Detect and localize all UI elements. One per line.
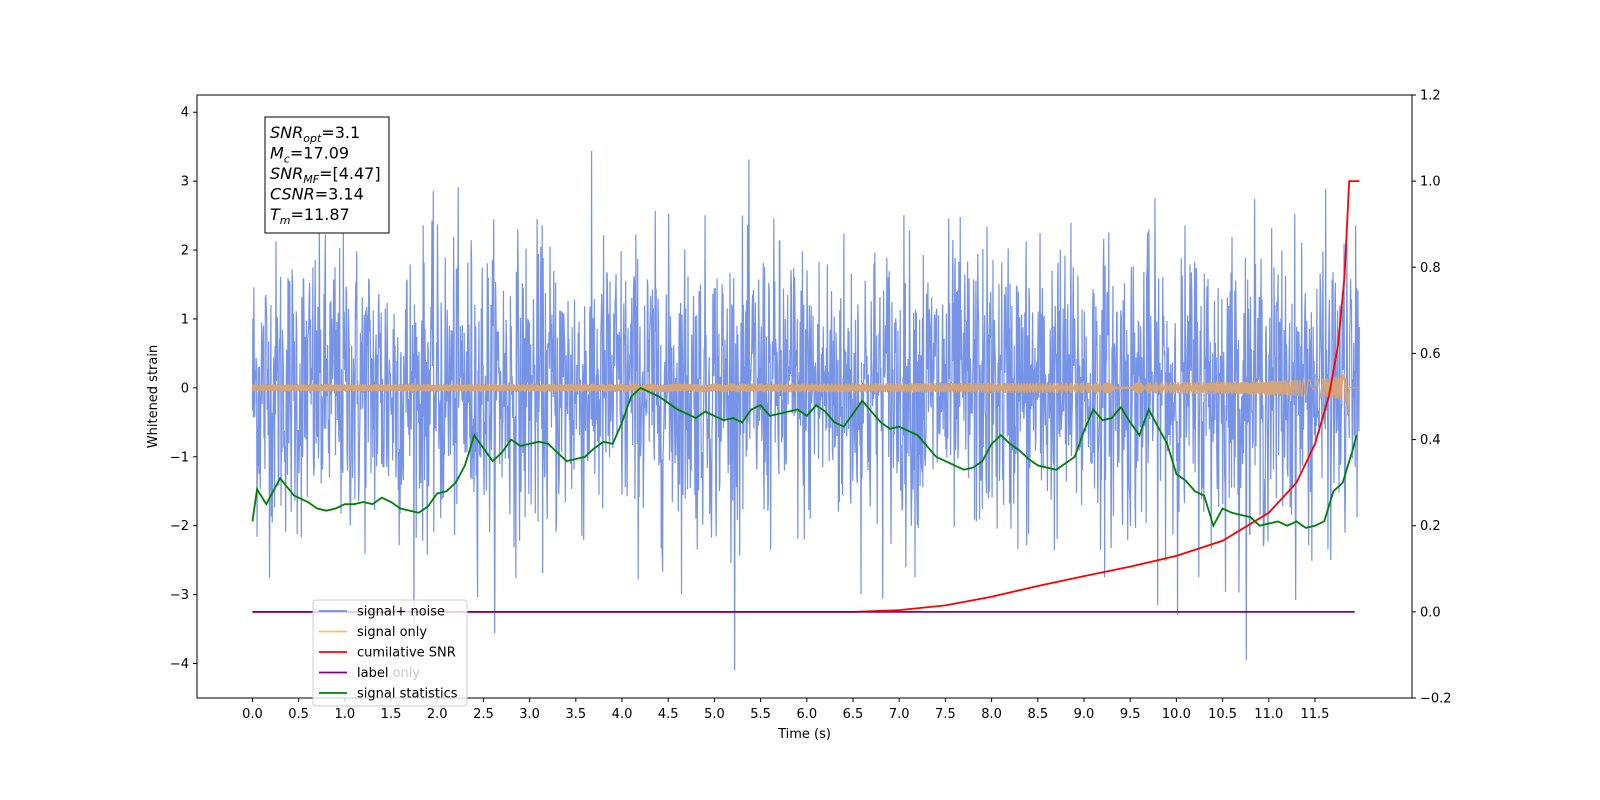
x-tick-label: 6.5 <box>843 707 864 722</box>
x-tick-label: 2.0 <box>427 707 448 722</box>
legend-label: signal statistics <box>357 687 458 702</box>
annotation-line: CSNR=3.14 <box>270 185 364 204</box>
x-tick-label: 5.0 <box>704 707 725 722</box>
annotation-line: Mc=17.09 <box>270 144 349 166</box>
x-tick-label: 4.0 <box>612 707 633 722</box>
x-axis-label: Time (s) <box>777 727 831 742</box>
x-tick-label: 3.5 <box>565 707 586 722</box>
y-left-tick-label: −1 <box>170 450 189 465</box>
legend-label: signal+ noise <box>357 605 445 620</box>
y-left-tick-label: −2 <box>170 519 189 534</box>
legend-frame <box>312 599 468 707</box>
y-right-tick-label: 0.6 <box>1420 347 1441 362</box>
x-tick-label: 3.0 <box>519 707 540 722</box>
y-axis-right: −0.2 0.0 0.2 0.4 0.6 0.8 1.0 1.2 <box>1412 89 1452 707</box>
y-left-tick-label: −4 <box>170 657 189 672</box>
x-tick-label: 6.0 <box>796 707 817 722</box>
x-tick-label: 10.0 <box>1162 707 1191 722</box>
x-tick-label: 1.0 <box>334 707 355 722</box>
legend-label: label <box>357 666 388 681</box>
x-axis: 0.0 0.5 1.0 1.5 2.0 2.5 3.0 3.5 4.0 4.5 5.0 5.5 6.0 6… <box>242 698 1329 722</box>
series-signal-only <box>251 373 1360 422</box>
legend-label: cumilative SNR <box>357 646 456 661</box>
y-left-tick-label: −3 <box>170 588 189 603</box>
series-signal-plus-noise <box>251 150 1360 671</box>
x-tick-label: 9.0 <box>1074 707 1095 722</box>
x-tick-label: 7.5 <box>935 707 956 722</box>
y-left-tick-label: 3 <box>181 175 189 190</box>
x-tick-label: 8.5 <box>1027 707 1048 722</box>
y-right-tick-label: 1.2 <box>1420 89 1441 104</box>
y-left-tick-label: 1 <box>181 312 189 327</box>
y-axis-left: −4 −3 −2 −1 0 1 2 3 4 <box>170 106 197 672</box>
annotation-frame <box>264 116 390 234</box>
y-axis-label: Whitened strain <box>146 345 161 448</box>
x-tick-label: 9.5 <box>1120 707 1141 722</box>
y-right-tick-label: 1.0 <box>1420 175 1441 190</box>
y-right-tick-label: 0.2 <box>1420 519 1441 534</box>
y-right-tick-label: 0.4 <box>1420 433 1441 448</box>
series-cumulative-snr <box>252 180 1360 613</box>
x-tick-label: 5.5 <box>750 707 771 722</box>
annotation-line: Tm=11.87 <box>270 205 350 227</box>
y-right-tick-label: 0.8 <box>1420 261 1441 276</box>
x-tick-label: 0.5 <box>288 707 309 722</box>
y-left-tick-label: 4 <box>181 106 189 121</box>
y-right-tick-label: −0.2 <box>1420 692 1452 707</box>
y-left-tick-label: 2 <box>181 244 189 259</box>
x-tick-label: 1.5 <box>381 707 402 722</box>
legend: label only signal+ noise signal only cumila… <box>312 599 468 707</box>
plot-frame <box>196 94 1413 699</box>
x-tick-label: 11.5 <box>1301 707 1330 722</box>
x-tick-label: 10.5 <box>1208 707 1237 722</box>
x-tick-label: 11.0 <box>1254 707 1283 722</box>
annotation-line: SNRMF=[4.47] <box>270 164 381 186</box>
stats-annotation-box: SNRopt=3.1Mc=17.09SNRMF=[4.47]CSNR=3.14T… <box>264 116 390 234</box>
legend-hidden-text: label only <box>357 666 420 681</box>
x-tick-label: 8.0 <box>981 707 1002 722</box>
series-signal-statistics <box>251 386 1358 529</box>
x-tick-label: 0.0 <box>242 707 263 722</box>
y-left-tick-label: 0 <box>181 381 189 396</box>
annotation-line: SNRopt=3.1 <box>270 123 360 145</box>
x-tick-label: 7.0 <box>889 707 910 722</box>
y-right-tick-label: 0.0 <box>1420 605 1441 620</box>
x-tick-label: 4.5 <box>658 707 679 722</box>
x-tick-label: 2.5 <box>473 707 494 722</box>
legend-label: signal only <box>357 625 427 640</box>
